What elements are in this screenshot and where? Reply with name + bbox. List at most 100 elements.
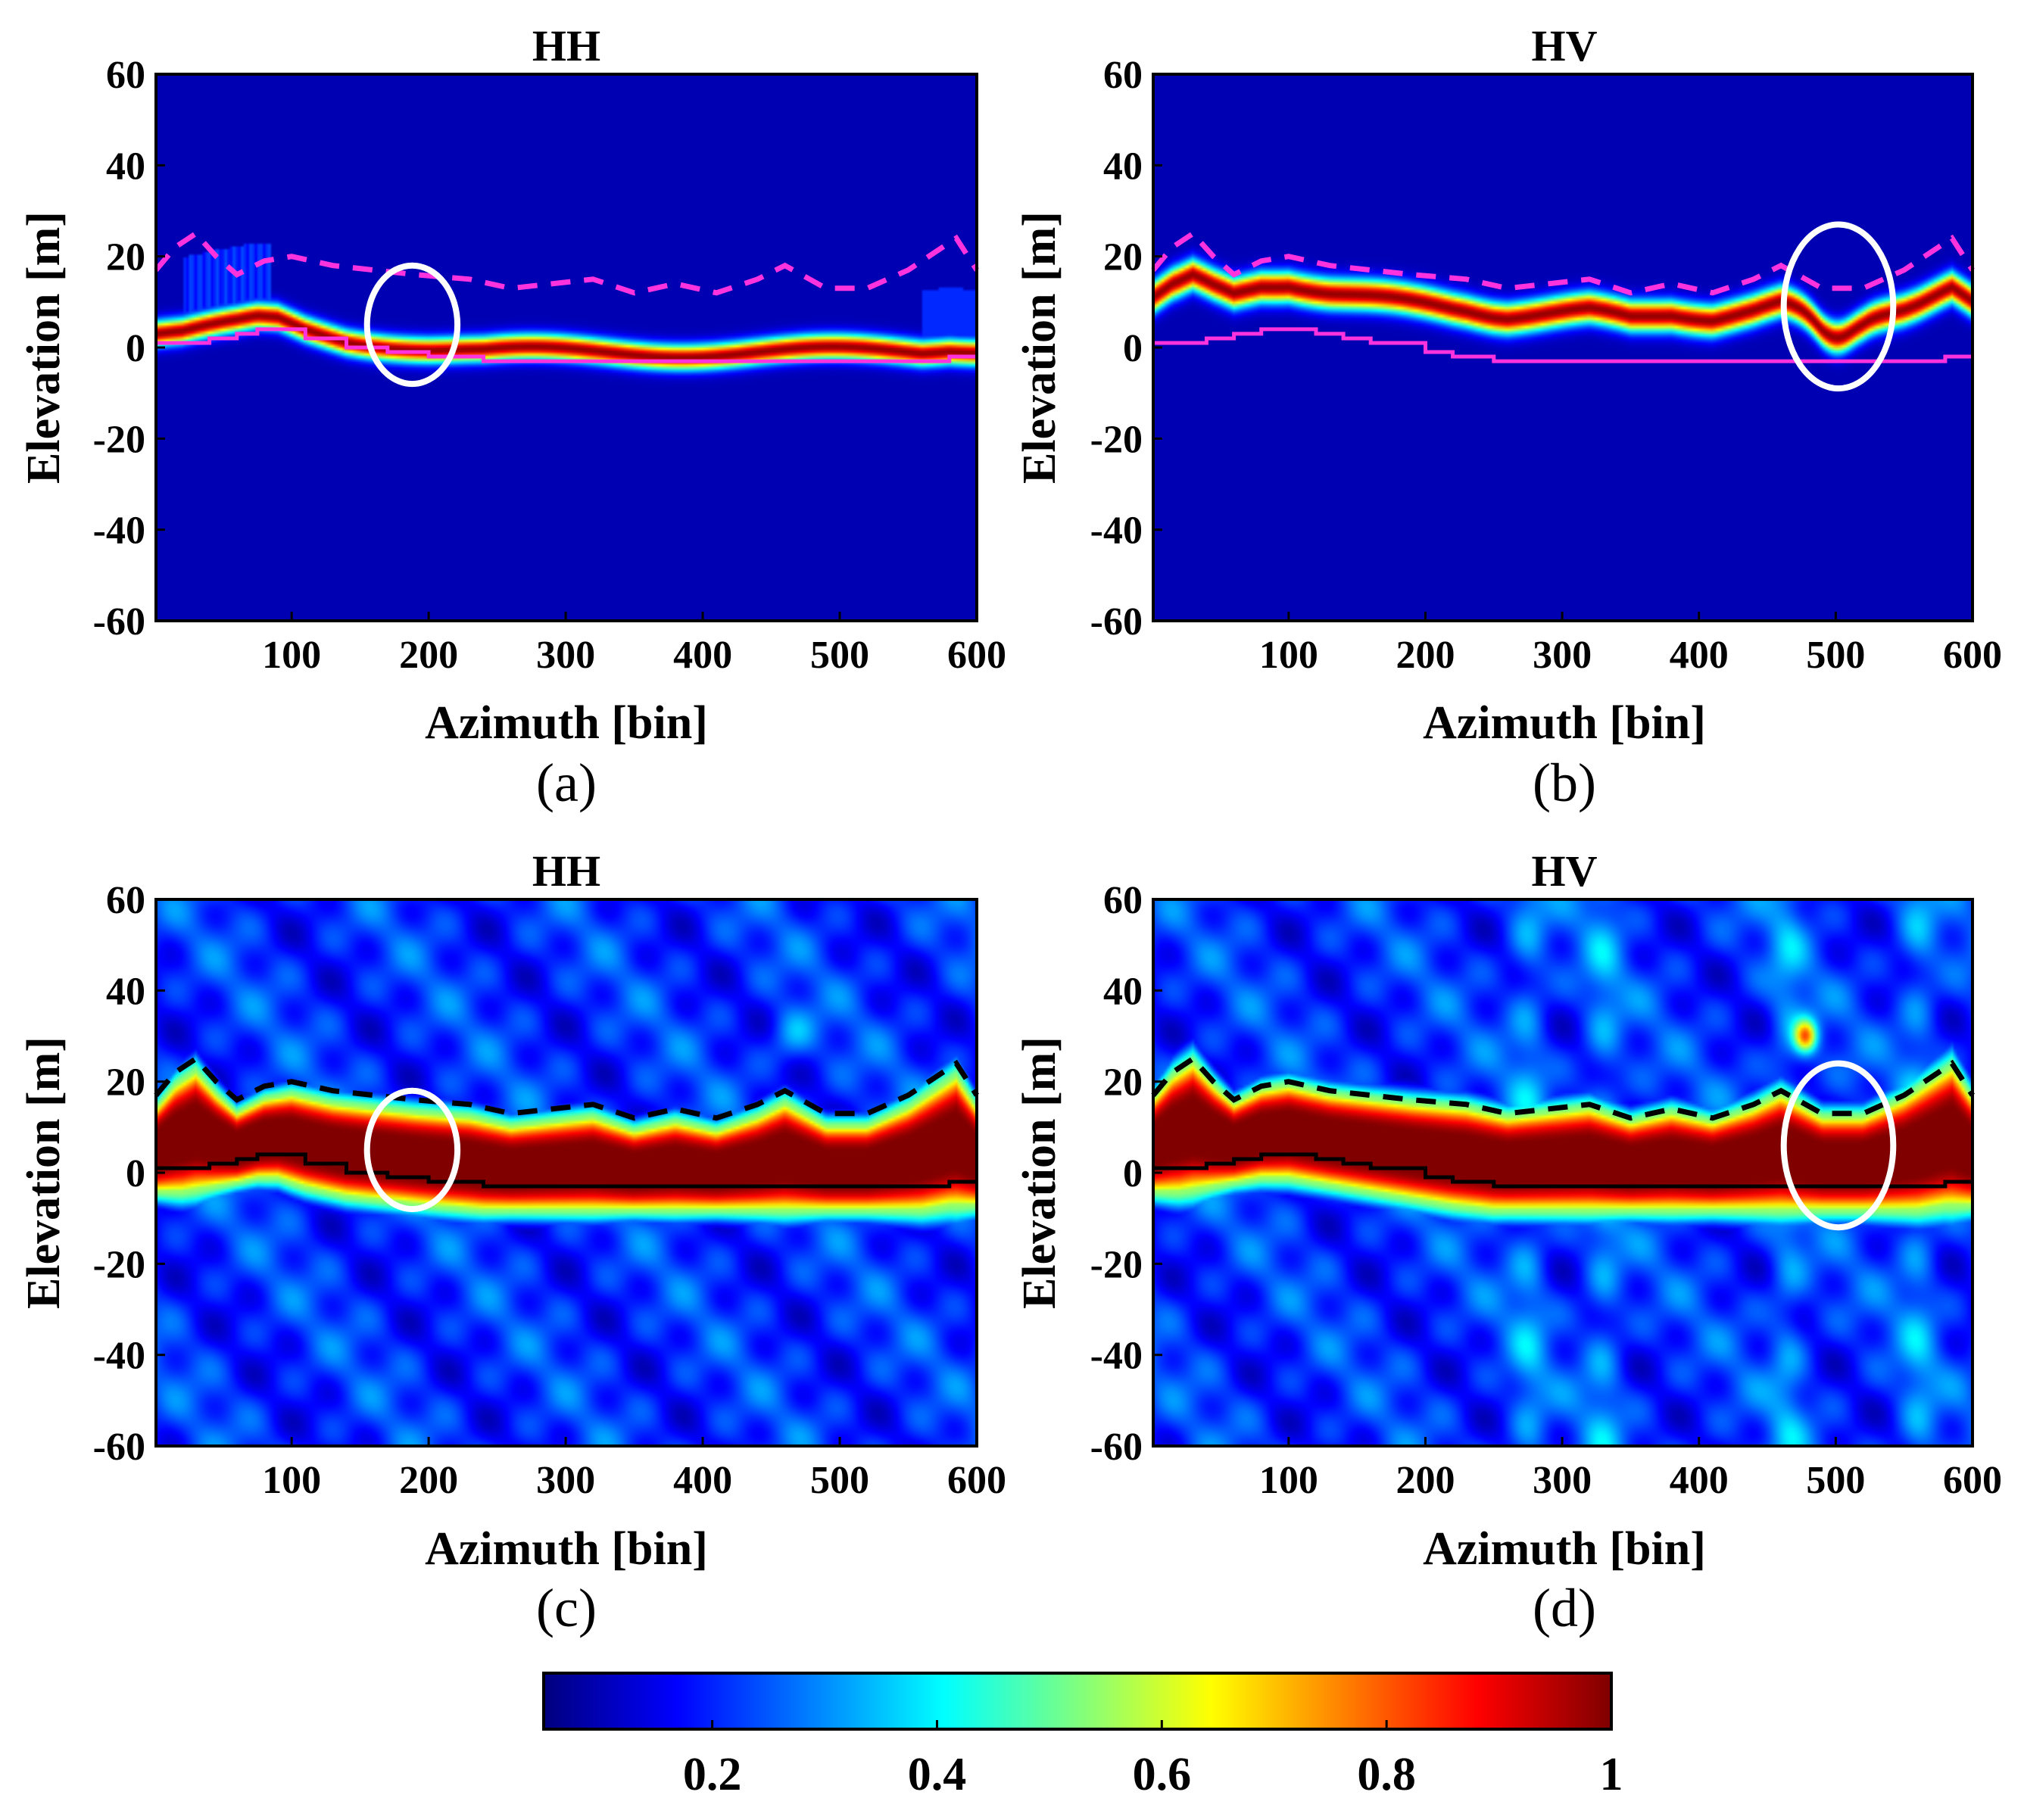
- panel-d-sublabel: (d): [1533, 1578, 1596, 1638]
- x-tick-label: 100: [262, 1459, 321, 1502]
- y-tick-label: 40: [1103, 145, 1143, 188]
- x-tick-label: 200: [399, 634, 458, 677]
- panel-a-xlabel: Azimuth [bin]: [425, 697, 708, 749]
- ground-solid-line: [1153, 327, 1973, 363]
- panel-a-ylabel: Elevation [m]: [18, 211, 70, 484]
- x-tick-label: 400: [673, 634, 732, 677]
- y-tick-label: 0: [1123, 1152, 1143, 1195]
- panel-b-heatmap: [1153, 74, 1973, 621]
- panel-c-ylabel: Elevation [m]: [18, 1036, 70, 1309]
- x-tick-label: 600: [947, 634, 1006, 677]
- y-tick-label: 40: [106, 145, 145, 188]
- x-tick-label: 100: [1259, 634, 1318, 677]
- colorbar-tick-label: 0.2: [683, 1749, 742, 1800]
- x-tick-label: 300: [536, 1459, 595, 1502]
- panel-c-xlabel: Azimuth [bin]: [425, 1523, 708, 1575]
- top-height-dashed-line: [1151, 230, 1975, 296]
- y-tick-label: 40: [1103, 970, 1143, 1013]
- annotation-ellipse: [1780, 1060, 1897, 1231]
- colorbar-tick-label: 0.4: [908, 1749, 967, 1800]
- panel-c-lines: [154, 1055, 979, 1213]
- colorbar-tick-label: 0.8: [1357, 1749, 1416, 1800]
- panel-b-sublabel: (b): [1533, 753, 1596, 813]
- y-tick-label: -40: [93, 510, 145, 553]
- x-tick-label: 400: [1670, 1459, 1729, 1502]
- y-tick-label: -60: [1090, 1426, 1143, 1469]
- y-tick-label: -40: [1090, 510, 1143, 553]
- x-tick-label: 600: [947, 1459, 1006, 1502]
- x-tick-label: 100: [1259, 1459, 1318, 1502]
- x-tick-label: 300: [1533, 634, 1592, 677]
- y-tick-label: 60: [106, 54, 145, 97]
- top-height-dashed-line: [1151, 1055, 1975, 1121]
- y-tick-label: 60: [1103, 879, 1143, 922]
- x-tick-label: 500: [1806, 634, 1865, 677]
- panel-b-title: HV: [1532, 21, 1598, 70]
- y-tick-label: -20: [1090, 418, 1143, 461]
- y-tick-label: -20: [93, 1243, 145, 1286]
- y-tick-label: 0: [126, 327, 145, 370]
- colorbar-tick-label: 1: [1600, 1749, 1623, 1800]
- x-tick-label: 200: [1396, 1459, 1455, 1502]
- y-tick-label: 60: [106, 879, 145, 922]
- panel-c-sublabel: (c): [536, 1578, 597, 1638]
- panel-a-lines: [154, 230, 979, 388]
- x-tick-label: 100: [262, 634, 321, 677]
- y-tick-label: 20: [106, 236, 145, 279]
- annotation-ellipse: [363, 1087, 461, 1213]
- x-tick-label: 600: [1943, 1459, 2002, 1502]
- y-tick-label: 0: [126, 1152, 145, 1195]
- panel-d-ylabel: Elevation [m]: [1014, 1036, 1065, 1309]
- colorbar-gradient: [544, 1673, 1611, 1729]
- x-tick-label: 400: [1670, 634, 1729, 677]
- x-tick-label: 500: [1806, 1459, 1865, 1502]
- x-tick-label: 600: [1943, 634, 2002, 677]
- panel-d-title: HV: [1532, 846, 1598, 896]
- y-tick-label: -60: [1090, 600, 1143, 644]
- ground-solid-line: [156, 1152, 977, 1189]
- ground-solid-line: [1153, 1152, 1973, 1189]
- panel-b-ylabel: Elevation [m]: [1014, 211, 1065, 484]
- x-tick-label: 200: [1396, 634, 1455, 677]
- annotation-ellipse: [1780, 221, 1897, 392]
- panel-a-sublabel: (a): [536, 753, 597, 813]
- y-tick-label: -60: [93, 1426, 145, 1469]
- panel-d-lines: [1151, 1055, 1975, 1231]
- panel-c-heatmap: [156, 899, 977, 1446]
- y-tick-label: 20: [1103, 1061, 1143, 1105]
- x-tick-label: 500: [810, 634, 869, 677]
- y-tick-label: 60: [1103, 54, 1143, 97]
- panel-c-title: HH: [532, 846, 600, 896]
- y-tick-label: 40: [106, 970, 145, 1013]
- top-height-dashed-line: [154, 1055, 979, 1121]
- annotation-ellipse: [363, 262, 461, 388]
- x-tick-label: 300: [1533, 1459, 1592, 1502]
- colorbar-frame: [542, 1672, 1613, 1731]
- x-tick-label: 500: [810, 1459, 869, 1502]
- y-tick-label: 20: [106, 1061, 145, 1105]
- y-tick-label: -40: [93, 1335, 145, 1378]
- x-tick-label: 400: [673, 1459, 732, 1502]
- y-tick-label: 20: [1103, 236, 1143, 279]
- panel-b-lines: [1151, 221, 1975, 392]
- y-tick-label: 0: [1123, 327, 1143, 370]
- panel-a-heatmap: [156, 74, 977, 621]
- y-tick-label: -20: [1090, 1243, 1143, 1286]
- top-height-dashed-line: [154, 230, 979, 296]
- colorbar-ticks: 0.2 0.4 0.6 0.8 1: [683, 1720, 1623, 1800]
- panel-d-xlabel: Azimuth [bin]: [1423, 1523, 1706, 1575]
- x-tick-label: 200: [399, 1459, 458, 1502]
- y-tick-label: -40: [1090, 1335, 1143, 1378]
- panel-d-heatmap: [1153, 899, 1973, 1446]
- ground-solid-line: [156, 327, 977, 363]
- colorbar-tick-label: 0.6: [1133, 1749, 1192, 1800]
- colorbar: 0.2 0.4 0.6 0.8 1: [542, 1672, 1623, 1800]
